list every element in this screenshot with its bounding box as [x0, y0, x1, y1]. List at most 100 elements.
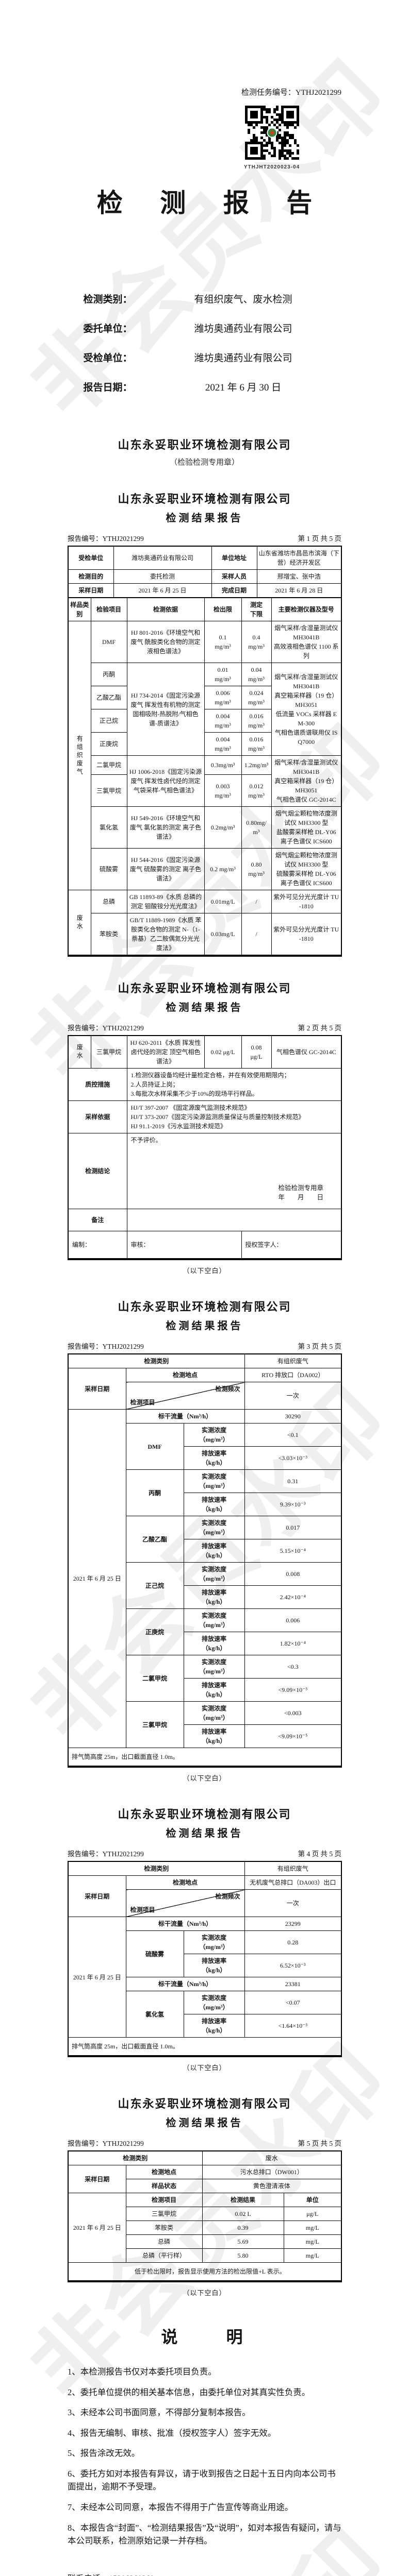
- table-cell: 总磷（平行样）: [125, 2248, 203, 2263]
- report-subtitle: 检测结果报告: [166, 2117, 243, 2129]
- table-cell: 0.01 mg/m³: [204, 663, 242, 686]
- report-subtitle: 检测结果报告: [166, 513, 243, 524]
- table-cell: 采样日期: [68, 1368, 126, 1410]
- diagonal-label-top: 检测频次: [215, 1385, 240, 1393]
- note-item: 4、报告无编制、审核、批准（授权签字人）签字无效。: [68, 2428, 276, 2438]
- contact-footer: 联系电话：15306360369传 真：(0536) 5078720邮 编：26…: [68, 2571, 341, 2576]
- table-cell: 单位: [283, 2193, 342, 2207]
- table-cell: 5.15×10⁻⁴: [244, 1539, 342, 1563]
- field-value: 2021 年 6 月 30 日: [205, 382, 282, 393]
- conclusion-text: 不予评价。: [130, 1137, 162, 1144]
- table-cell: 0.2mg/m³: [204, 806, 242, 849]
- table-cell: 二氯甲烷: [90, 755, 127, 775]
- table-cell: 2021 年 6 月 28 日: [256, 583, 342, 598]
- table-cell: 正庚烷: [90, 732, 127, 756]
- table-cell: 紫外可见分光光度计 TU-1810: [271, 890, 342, 913]
- table-cell: /: [241, 913, 272, 956]
- report-number: 报告编号：YTHJ2021299: [68, 1850, 144, 1858]
- table-cell: 0.004 mg/m³: [204, 709, 242, 733]
- table-cell: 受检单位: [68, 546, 114, 570]
- result-page-5: 山东永妥职业环境检测有限公司 检测结果报告 报告编号：YTHJ2021299 第…: [68, 2095, 342, 2297]
- note-item: 2、委托单位提供的相关基本信息，由委托单位对其真实性负责。: [68, 2387, 310, 2397]
- report-number: 报告编号：YTHJ2021299: [68, 535, 144, 543]
- conclusion-table: 废水 三氯甲烷 HJ 620-2011《水质 挥发性卤代烃的测定 顶空气相色谱法》 0…: [68, 1035, 342, 1260]
- table-cell: 有组织废气: [68, 621, 91, 890]
- table-cell: 0.004 mg/m³: [204, 732, 242, 756]
- table-cell: <0.1: [244, 1423, 342, 1447]
- table-cell: 0.03mg/L: [204, 913, 242, 956]
- table-cell: HJ 544-2016《固定污染源废气 硫酸雾的测定 离子色谱法》: [126, 848, 205, 890]
- qr-block: YTHJHT2020023-04: [243, 106, 300, 170]
- table-cell: 烟气采样/含湿量测试仪 MH3041B 真空箱采样器（19 仓） MH3051 …: [271, 663, 342, 756]
- table-cell: 0.04 mg/m³: [241, 663, 272, 686]
- table-cell: 烟气烟尘颗粒物浓度测试仪 MH3300 型 硫酸雾采样枪 DL-Y06 离子色谱…: [271, 848, 342, 890]
- table-cell: 0.02 L: [202, 2207, 284, 2221]
- table-cell: 正己烷: [90, 709, 127, 733]
- field-label: 委托单位：: [83, 324, 133, 334]
- cover-field: 检测类别： 有组织废气、废水检测: [84, 292, 326, 306]
- table-cell: 编制：: [68, 1231, 127, 1260]
- table-cell: 乙酸乙酯: [125, 1516, 184, 1563]
- cover-fields: 检测类别： 有组织废气、废水检测 委托单位： 潍坊奥通药业有限公司 受检单位： 潍坊奥通药…: [84, 292, 326, 394]
- table-cell: 检测地点: [125, 1875, 245, 1890]
- cover-field: 报告日期： 2021 年 6 月 30 日: [84, 380, 326, 394]
- table-cell: 正庚烷: [125, 1608, 184, 1655]
- table-cell: <0.3: [244, 1655, 342, 1679]
- report-number: 报告编号：YTHJ2021299: [68, 2140, 144, 2147]
- field-label: 检测类别：: [83, 294, 133, 305]
- table-cell: <1.64×10⁻³: [244, 2014, 342, 2038]
- field-value: 潍坊奥通药业有限公司: [194, 353, 292, 364]
- result-page-1: 山东永妥职业环境检测有限公司 检测结果报告 报告编号：YTHJ2021299 第…: [68, 490, 342, 957]
- table-cell: 二氯甲烷: [125, 1655, 184, 1702]
- table-cell: 烟气采样/含湿量测试仪 MH3041B 高效液相色谱仪 1100 系列: [271, 621, 342, 663]
- table-cell: 单位地址: [211, 546, 257, 570]
- table-cell: 0.016 mg/m³: [241, 709, 272, 733]
- table-cell: 备注: [68, 1209, 127, 1231]
- table-cell: 三氯甲烷: [125, 2207, 203, 2221]
- table-cell: 硫酸雾: [125, 1930, 184, 1977]
- note-item: 7、未经本公司同意，本报告不得用于广告宣传等商业用途。: [68, 2502, 293, 2512]
- table-cell: 0.28: [244, 1930, 342, 1954]
- table-cell: 2021 年 6 月 25 日: [113, 583, 212, 598]
- table-cell: 排放速率 （kg/h）: [183, 1539, 245, 1563]
- table-cell: 检测地点: [125, 2165, 203, 2179]
- table-cell: 2.42×10⁻⁴: [244, 1585, 342, 1609]
- table-cell: 实测浓度 （mg/m³）: [183, 1991, 245, 2014]
- table-cell: 30290: [244, 1409, 342, 1423]
- table-cell: 0.01mg/L: [204, 890, 242, 913]
- parameters-table: 样品类别 检验项目 检测依据 检出限 测定 下限 主要检测仪器及型号 有组织废气 DMF HJ …: [68, 597, 342, 957]
- table-cell: 氯化氢: [125, 1991, 184, 2038]
- note-item: 5、报告涂改无效。: [68, 2448, 140, 2459]
- table-cell: 排放速率 （kg/h）: [183, 1446, 245, 1470]
- table-cell: 质控措施: [68, 1068, 127, 1101]
- table-cell: <9.09×10⁻⁵: [244, 1724, 342, 1748]
- table-cell: 0.008: [244, 1562, 342, 1586]
- page-number: 第 4 页 共 5 页: [298, 1850, 341, 1858]
- table-cell: 检测频次 检测项目: [125, 1889, 245, 1917]
- table-cell: 标干流量（Nm³/h）: [125, 1917, 245, 1931]
- blank-below-note: （以下空白）: [183, 1267, 226, 1275]
- table-cell: 苯胺类: [125, 2221, 203, 2235]
- table-cell: μg/L: [283, 2207, 342, 2221]
- table-cell: 2021 年 6 月 25 日: [68, 2193, 126, 2263]
- table-cell: 排气筒高度 25m，出口截面直径 1.0m。: [68, 2037, 342, 2057]
- notes-list: 1、本检测报告书仅对本委托项目负责。 2、委托单位提供的相关基本信息，由委托单位对…: [68, 2365, 341, 2548]
- table-cell: DMF: [90, 621, 127, 663]
- table-cell: 0.016 mg/m³: [241, 732, 272, 756]
- table-cell: 0.024 mg/m³: [241, 686, 272, 709]
- field-value: 潍坊奥通药业有限公司: [194, 324, 292, 334]
- notes-title: 说 明: [161, 2328, 248, 2346]
- table-cell: 委托检测: [113, 569, 212, 584]
- field-label: 受检单位：: [83, 353, 133, 364]
- table-cell: 废水: [68, 1035, 91, 1069]
- table-cell: 0.1 mg/m³: [204, 621, 242, 663]
- results-table-gas-rto: 检测类别 有组织废气 采样日期 检测地点 RTO 排放口（DA002） 检测频次 检测项目一…: [68, 1353, 342, 1768]
- table-cell: 0.006 mg/m³: [204, 686, 242, 709]
- table-cell: 排放速率 （kg/h）: [183, 2014, 245, 2038]
- table-cell: 样品状态: [125, 2179, 203, 2193]
- table-cell: 有组织废气: [244, 1861, 342, 1876]
- table-cell: 0.31: [244, 1469, 342, 1493]
- table-cell: HJ 549-2016《环境空气和废气 氯化氢的测定 离子色谱法》: [126, 806, 205, 849]
- table-cell: 烟气烟尘颗粒物浓度测试仪 MH3300 型 盐酸雾采样枪 DL-Y06 离子色谱…: [271, 806, 342, 849]
- table-cell: DMF: [125, 1423, 184, 1470]
